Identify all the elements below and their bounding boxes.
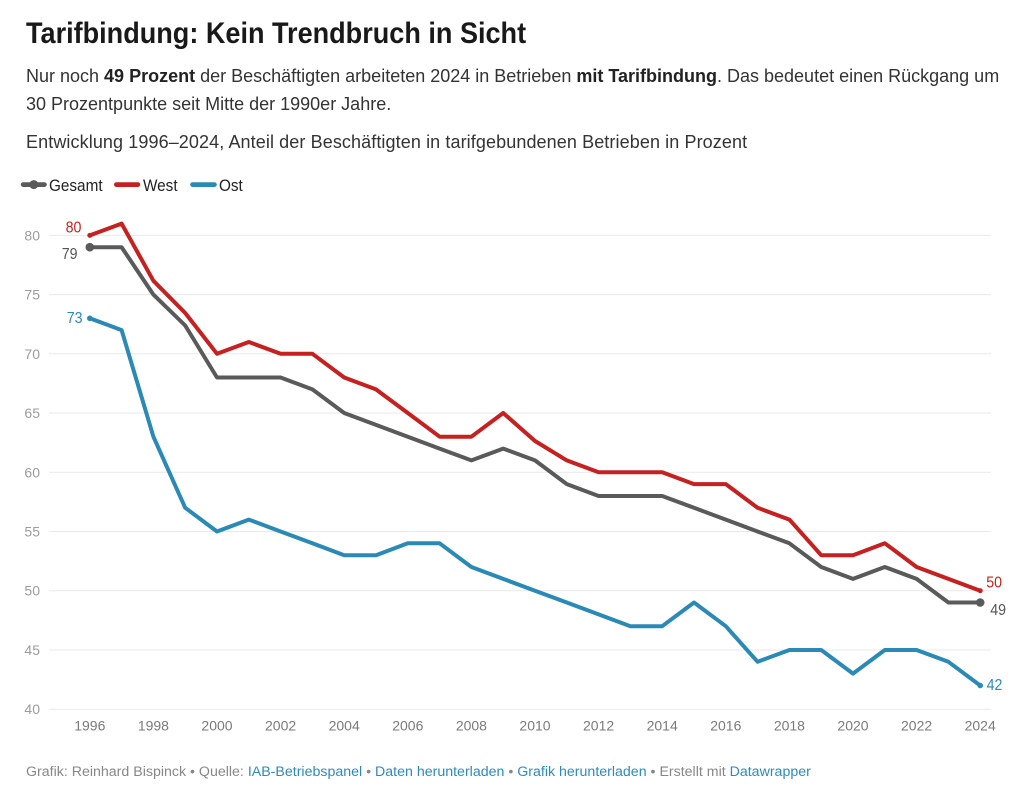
svg-text:2002: 2002 <box>265 717 296 733</box>
svg-text:73: 73 <box>67 310 83 327</box>
svg-text:49: 49 <box>990 602 1006 619</box>
svg-text:1996: 1996 <box>74 717 105 733</box>
svg-text:2020: 2020 <box>837 717 868 733</box>
svg-text:45: 45 <box>24 642 40 658</box>
svg-text:50: 50 <box>986 575 1002 592</box>
svg-text:1998: 1998 <box>138 717 169 733</box>
svg-text:2010: 2010 <box>519 717 550 733</box>
svg-text:2022: 2022 <box>901 717 932 733</box>
svg-text:2016: 2016 <box>710 717 741 733</box>
svg-text:50: 50 <box>24 583 40 599</box>
svg-text:2014: 2014 <box>647 717 678 733</box>
svg-text:2012: 2012 <box>583 717 614 733</box>
svg-text:2008: 2008 <box>456 717 487 733</box>
svg-text:65: 65 <box>24 405 40 421</box>
svg-text:2006: 2006 <box>392 717 423 733</box>
svg-text:2000: 2000 <box>201 717 232 733</box>
svg-text:40: 40 <box>24 701 40 717</box>
svg-text:80: 80 <box>66 219 82 236</box>
svg-text:2024: 2024 <box>965 717 996 733</box>
svg-text:55: 55 <box>24 524 40 540</box>
svg-text:2004: 2004 <box>329 717 360 733</box>
svg-text:60: 60 <box>24 464 40 480</box>
svg-text:79: 79 <box>62 246 78 263</box>
svg-text:42: 42 <box>987 677 1003 694</box>
svg-text:70: 70 <box>24 346 40 362</box>
svg-text:2018: 2018 <box>774 717 805 733</box>
svg-text:80: 80 <box>24 227 40 243</box>
svg-text:75: 75 <box>24 287 40 303</box>
